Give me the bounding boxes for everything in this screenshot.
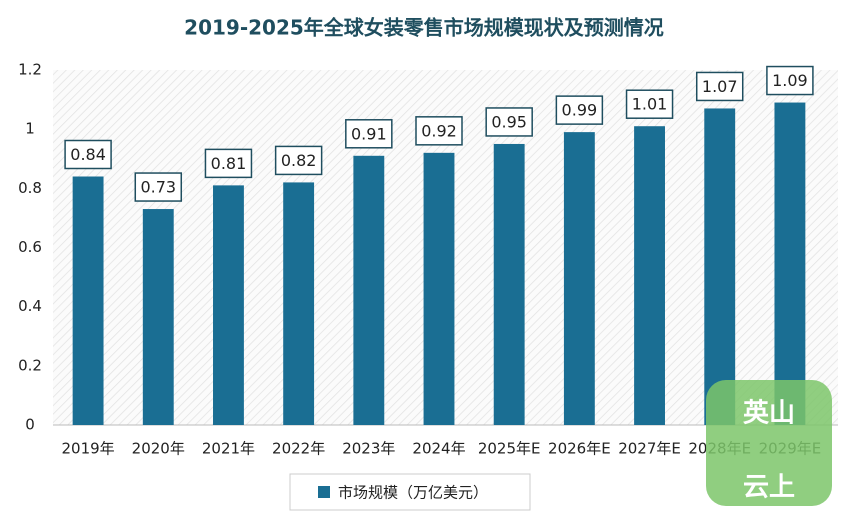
bar <box>72 176 104 425</box>
y-tick-label: 0 <box>25 416 35 434</box>
legend-swatch <box>318 486 330 498</box>
bar-group: 1.07 <box>695 71 744 425</box>
bar <box>493 143 525 426</box>
bar <box>774 102 806 426</box>
value-label-box <box>345 119 393 149</box>
x-tick-label: 2025年E <box>478 440 541 458</box>
bar-group: 1.09 <box>766 65 814 426</box>
bar-group: 0.84 <box>64 139 112 425</box>
legend-label: 市场规模（万亿美元） <box>338 484 488 502</box>
bar <box>423 152 455 426</box>
bar-group: 0.95 <box>485 107 533 426</box>
bar-group: 0.82 <box>274 145 323 425</box>
legend: 市场规模（万亿美元） <box>289 473 531 511</box>
value-label-box <box>766 65 814 96</box>
value-label: 0.82 <box>281 151 317 170</box>
x-tick-label: 2022年 <box>272 440 325 458</box>
y-tick-label: 0.4 <box>18 297 42 315</box>
bar <box>213 185 244 425</box>
bar-group: 1.01 <box>625 89 674 425</box>
value-label-box <box>555 95 604 125</box>
value-label: 0.91 <box>351 124 387 143</box>
value-label: 0.99 <box>562 101 598 120</box>
bar-group: 0.99 <box>555 95 604 425</box>
value-label-box <box>485 107 533 137</box>
bar <box>142 209 174 425</box>
watermark: 英山 云上 <box>706 380 832 506</box>
watermark-text: 英山 <box>743 399 795 429</box>
x-tick-label: 2019年 <box>61 440 114 458</box>
bar <box>563 132 595 425</box>
watermark-text: 云上 <box>743 473 795 503</box>
value-label-box <box>695 71 744 102</box>
value-label: 0.73 <box>140 178 176 197</box>
value-label: 1.07 <box>702 77 738 96</box>
value-label-box <box>134 172 183 202</box>
x-tick-label: 2020年 <box>132 440 185 458</box>
bar-group: 0.73 <box>134 172 183 425</box>
value-label: 0.95 <box>491 112 527 131</box>
bar <box>704 108 736 425</box>
watermark-badge <box>706 380 832 506</box>
x-tick-label: 2026年E <box>548 440 611 458</box>
y-tick-label: 1 <box>25 120 35 138</box>
value-label: 0.92 <box>421 121 457 140</box>
x-tick-label: 2024年 <box>412 440 465 458</box>
bar-group: 0.92 <box>415 116 463 426</box>
value-label-box <box>64 139 112 170</box>
chart-title: 2019-2025年全球女装零售市场规模现状及预测情况 <box>184 16 664 40</box>
x-tick-label: 2023年 <box>342 440 395 458</box>
x-tick-label: 2027年E <box>618 440 681 458</box>
y-tick-label: 0.8 <box>18 179 42 197</box>
bar <box>634 126 665 425</box>
value-label-box <box>415 116 463 146</box>
bar <box>283 182 315 425</box>
x-tick-label: 2021年 <box>202 440 255 458</box>
y-tick-label: 0.6 <box>18 238 42 256</box>
value-label-box <box>625 89 674 119</box>
value-label-box <box>204 148 253 179</box>
value-label: 0.84 <box>70 145 106 164</box>
y-tick-label: 1.2 <box>18 61 42 79</box>
bar-group: 0.91 <box>345 119 393 425</box>
value-label-box <box>274 145 323 176</box>
value-label: 1.01 <box>632 95 668 114</box>
value-label: 1.09 <box>772 71 808 90</box>
value-label: 0.81 <box>211 154 247 173</box>
y-tick-label: 0.2 <box>18 356 42 374</box>
bar-group: 0.81 <box>204 148 253 425</box>
bar <box>353 155 385 425</box>
